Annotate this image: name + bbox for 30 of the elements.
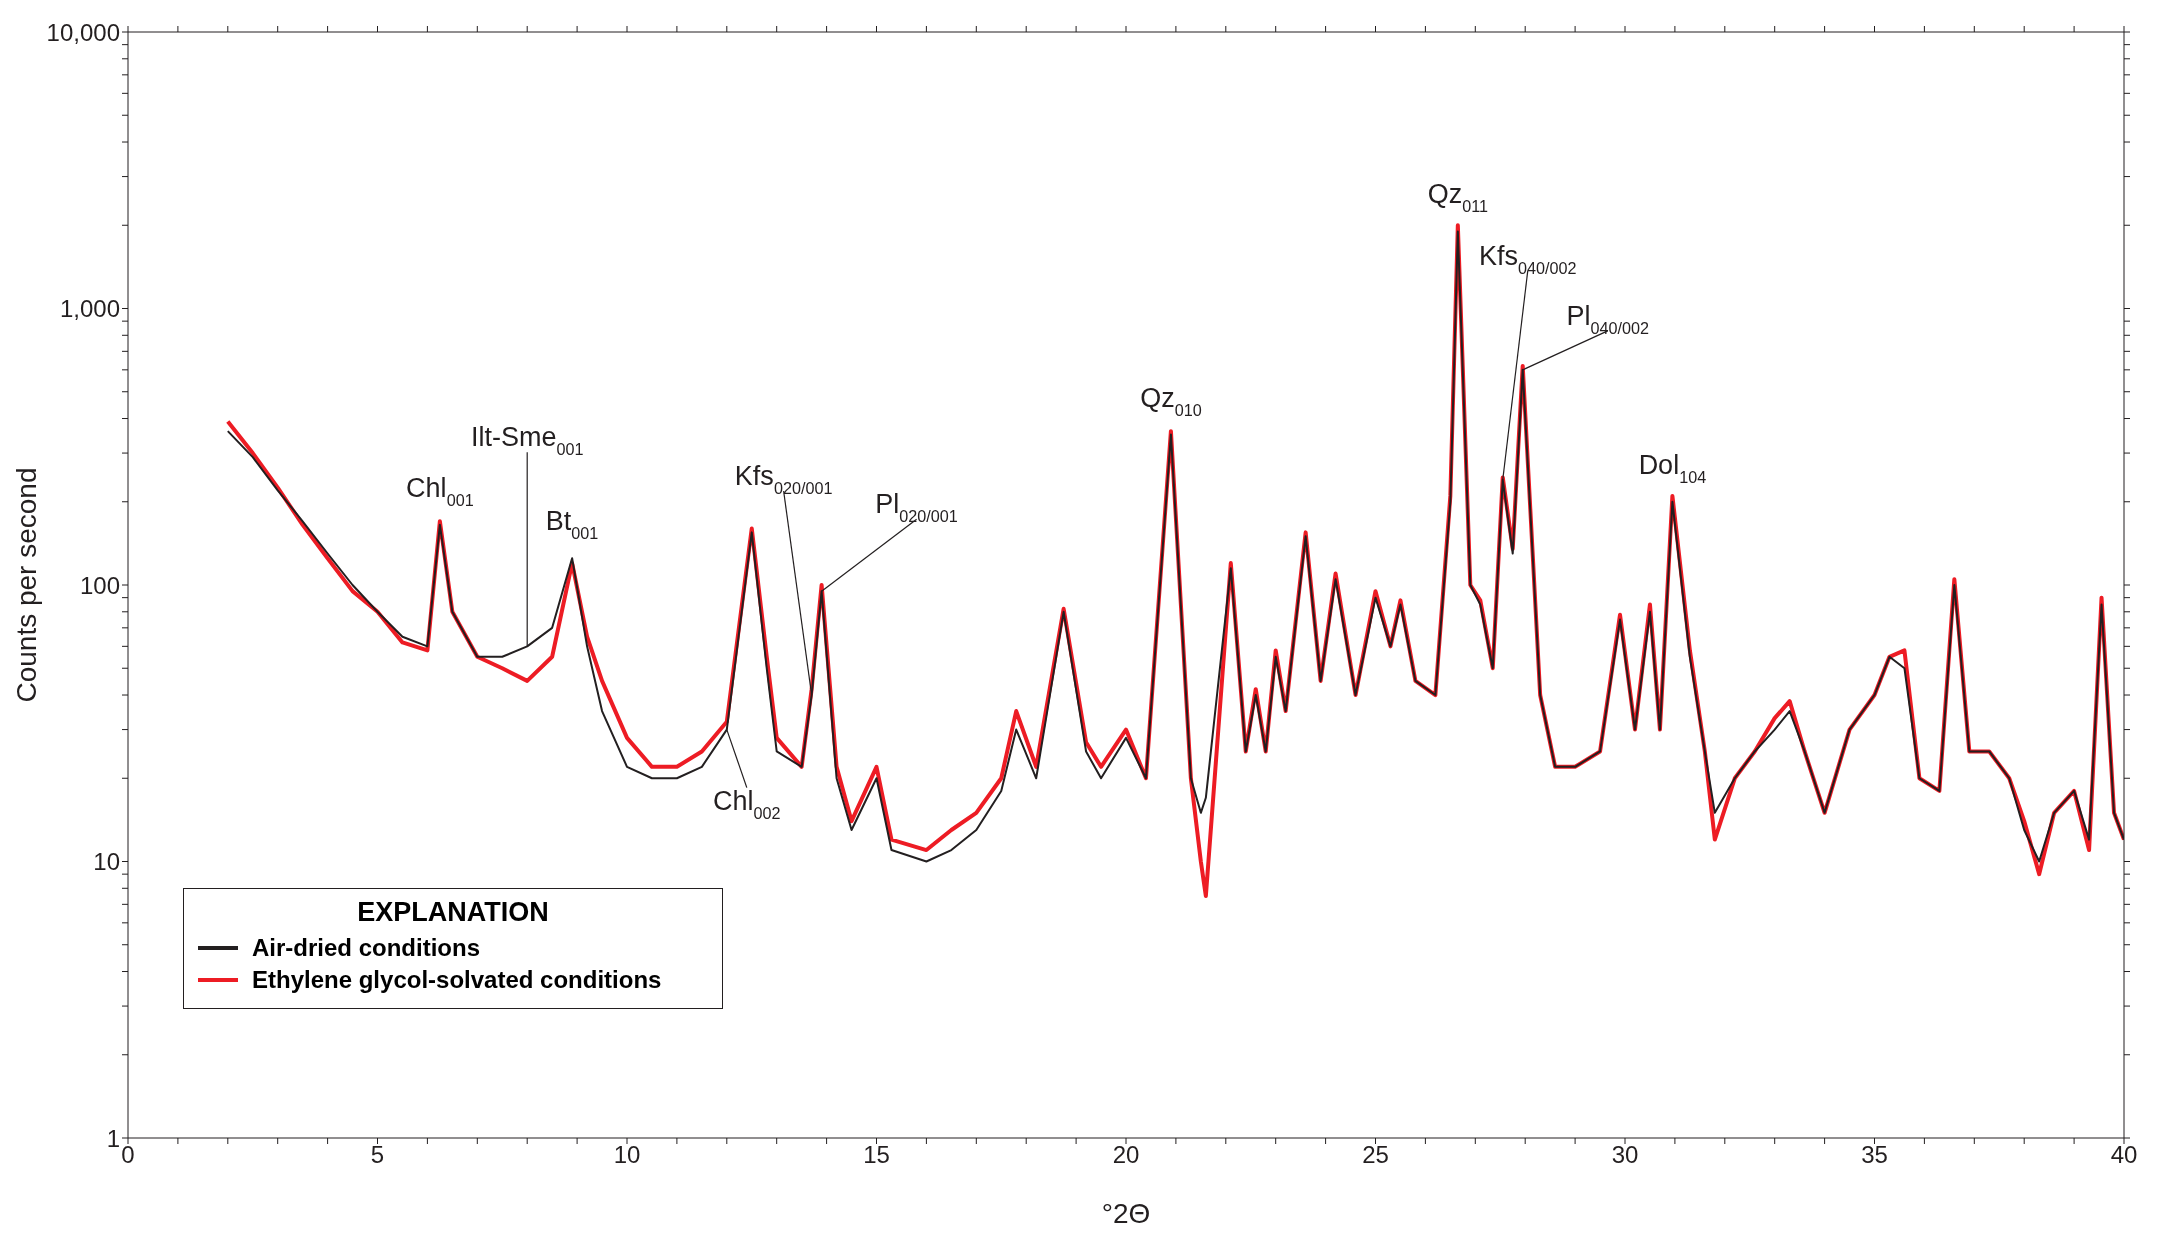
annotation: Chl$_{002}$: [713, 785, 781, 822]
x-tick-label: 0: [121, 1141, 135, 1169]
annotation: Qz$_{010}$: [1140, 382, 1202, 419]
x-tick-label: 40: [2110, 1141, 2138, 1169]
y-tick-label: 10: [93, 848, 120, 876]
y-tick-label: 100: [79, 571, 120, 599]
annotation: Ilt-Sme$_{001}$: [470, 422, 584, 459]
x-axis-title: °2Θ: [1101, 1198, 1151, 1229]
x-tick-label: 35: [1861, 1141, 1888, 1169]
x-tick-label: 25: [1362, 1141, 1389, 1169]
y-tick-label: 1: [106, 1124, 120, 1152]
annotation: Qz$_{011}$: [1427, 179, 1488, 216]
legend-label: Air-dried conditions: [252, 934, 480, 962]
annotation: Pl$_{040/002}$: [1566, 300, 1649, 337]
x-tick-label: 15: [863, 1141, 890, 1169]
y-axis-title: Counts per second: [10, 467, 42, 703]
annotation: Chl$_{001}$: [406, 472, 474, 509]
annotation: Bt$_{001}$: [545, 506, 599, 543]
legend-label: Ethylene glycol-solvated conditions: [252, 966, 662, 994]
x-tick-label: 30: [1611, 1141, 1639, 1169]
y-tick-label: 10,000: [46, 18, 120, 46]
x-tick-label: 10: [613, 1141, 641, 1169]
annotation: Dol$_{104}$: [1638, 449, 1707, 486]
legend-title: EXPLANATION: [356, 897, 550, 928]
annotation: Kfs$_{040/002}$: [1478, 240, 1577, 277]
y-tick-label: 1,000: [59, 295, 120, 323]
x-tick-label: 20: [1112, 1141, 1140, 1169]
annotation: Pl$_{020/001}$: [875, 489, 958, 526]
annotation: Kfs$_{020/001}$: [734, 461, 833, 498]
x-tick-label: 5: [370, 1141, 385, 1169]
